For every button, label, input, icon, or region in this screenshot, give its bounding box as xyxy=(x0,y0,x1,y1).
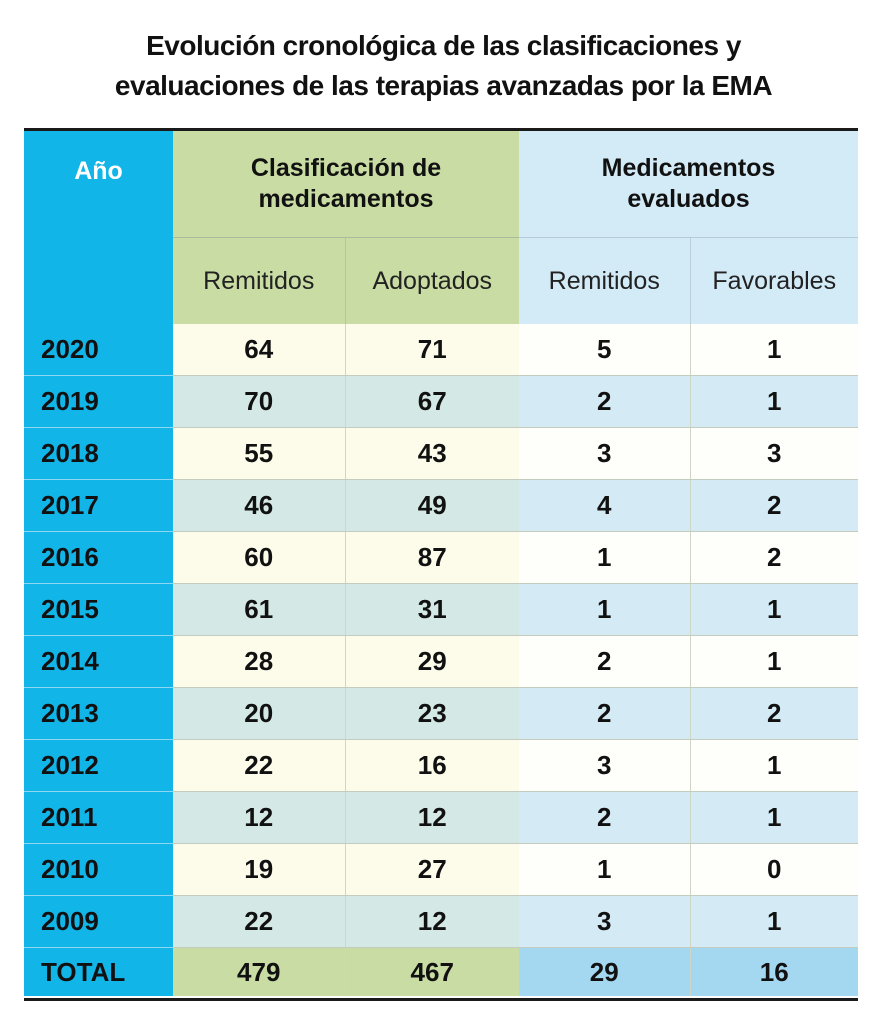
total-classification-remitidos: 479 xyxy=(173,947,345,996)
cell-classification-remitidos: 60 xyxy=(173,531,345,584)
cell-classification-adoptados: 29 xyxy=(344,635,519,688)
cell-evaluated-remitidos: 3 xyxy=(519,739,690,792)
table-row: 2014 28 29 2 1 xyxy=(24,635,858,688)
cell-classification-remitidos: 22 xyxy=(173,895,345,948)
header-evaluated: Medicamentos evaluados xyxy=(519,131,858,238)
cell-classification-remitidos: 20 xyxy=(173,687,345,740)
cell-evaluated-favorables: 1 xyxy=(689,791,858,844)
cell-classification-remitidos: 28 xyxy=(173,635,345,688)
cell-classification-adoptados: 12 xyxy=(344,895,519,948)
total-row: TOTAL 479 467 29 16 xyxy=(24,947,858,996)
table-row: 2020 64 71 5 1 xyxy=(24,324,858,376)
top-rule xyxy=(24,128,858,131)
cell-classification-adoptados: 87 xyxy=(344,531,519,584)
table-row: 2009 22 12 3 1 xyxy=(24,895,858,948)
cell-evaluated-remitidos: 1 xyxy=(519,583,690,636)
cell-classification-remitidos: 12 xyxy=(173,791,345,844)
total-classification-adoptados: 467 xyxy=(344,947,519,996)
total-label: TOTAL xyxy=(24,947,173,996)
cell-classification-adoptados: 12 xyxy=(344,791,519,844)
cell-classification-adoptados: 16 xyxy=(344,739,519,792)
year-cell: 2015 xyxy=(24,583,173,636)
cell-evaluated-favorables: 2 xyxy=(689,687,858,740)
cell-evaluated-remitidos: 2 xyxy=(519,791,690,844)
year-cell: 2020 xyxy=(24,324,173,376)
header-classification-label: Clasificación de medicamentos xyxy=(250,154,442,213)
cell-classification-adoptados: 27 xyxy=(344,843,519,896)
table-row: 2018 55 43 3 3 xyxy=(24,427,858,480)
cell-evaluated-remitidos: 2 xyxy=(519,635,690,688)
cell-classification-remitidos: 55 xyxy=(173,427,345,480)
table-row: 2010 19 27 1 0 xyxy=(24,843,858,896)
header-evaluated-label: Medicamentos evaluados xyxy=(601,154,776,213)
header-remitidos-classification: Remitidos xyxy=(173,237,345,324)
cell-evaluated-remitidos: 3 xyxy=(519,427,690,480)
table-row: 2016 60 87 1 2 xyxy=(24,531,858,584)
cell-evaluated-favorables: 1 xyxy=(689,635,858,688)
cell-evaluated-remitidos: 5 xyxy=(519,324,690,376)
cell-classification-remitidos: 22 xyxy=(173,739,345,792)
cell-evaluated-favorables: 3 xyxy=(689,427,858,480)
year-cell: 2019 xyxy=(24,375,173,428)
title-line-1: Evolución cronológica de las clasificaci… xyxy=(146,30,741,61)
cell-evaluated-favorables: 1 xyxy=(689,895,858,948)
chart-title: Evolución cronológica de las clasificaci… xyxy=(0,26,887,106)
cell-classification-adoptados: 23 xyxy=(344,687,519,740)
cell-evaluated-favorables: 1 xyxy=(689,375,858,428)
year-cell: 2014 xyxy=(24,635,173,688)
cell-evaluated-favorables: 2 xyxy=(689,479,858,532)
year-cell: 2011 xyxy=(24,791,173,844)
total-evaluated-favorables: 16 xyxy=(689,947,858,996)
cell-evaluated-remitidos: 4 xyxy=(519,479,690,532)
year-cell: 2013 xyxy=(24,687,173,740)
cell-classification-remitidos: 19 xyxy=(173,843,345,896)
year-cell: 2012 xyxy=(24,739,173,792)
header-remitidos-evaluated: Remitidos xyxy=(519,237,690,324)
cell-classification-remitidos: 61 xyxy=(173,583,345,636)
cell-evaluated-remitidos: 1 xyxy=(519,531,690,584)
cell-classification-adoptados: 71 xyxy=(344,324,519,376)
cell-evaluated-remitidos: 3 xyxy=(519,895,690,948)
table-body: 2020 64 71 5 1 2019 70 67 2 1 2018 55 43 3 3 2017 46 49 4 2… xyxy=(24,324,858,996)
cell-evaluated-remitidos: 1 xyxy=(519,843,690,896)
cell-evaluated-favorables: 2 xyxy=(689,531,858,584)
year-cell: 2009 xyxy=(24,895,173,948)
bottom-rule xyxy=(24,998,858,1001)
table-row: 2012 22 16 3 1 xyxy=(24,739,858,792)
year-cell: 2010 xyxy=(24,843,173,896)
cell-classification-remitidos: 64 xyxy=(173,324,345,376)
year-cell: 2017 xyxy=(24,479,173,532)
header-classification: Clasificación de medicamentos xyxy=(173,131,519,238)
cell-evaluated-favorables: 1 xyxy=(689,739,858,792)
table-row: 2013 20 23 2 2 xyxy=(24,687,858,740)
cell-evaluated-favorables: 1 xyxy=(689,324,858,376)
header-favorables: Favorables xyxy=(689,237,858,324)
cell-evaluated-favorables: 1 xyxy=(689,583,858,636)
table-row: 2015 61 31 1 1 xyxy=(24,583,858,636)
year-cell: 2016 xyxy=(24,531,173,584)
cell-classification-adoptados: 49 xyxy=(344,479,519,532)
cell-classification-adoptados: 67 xyxy=(344,375,519,428)
table-row: 2017 46 49 4 2 xyxy=(24,479,858,532)
cell-classification-remitidos: 46 xyxy=(173,479,345,532)
table-row: 2019 70 67 2 1 xyxy=(24,375,858,428)
cell-classification-remitidos: 70 xyxy=(173,375,345,428)
year-cell: 2018 xyxy=(24,427,173,480)
cell-classification-adoptados: 43 xyxy=(344,427,519,480)
cell-evaluated-remitidos: 2 xyxy=(519,375,690,428)
total-evaluated-remitidos: 29 xyxy=(519,947,690,996)
cell-classification-adoptados: 31 xyxy=(344,583,519,636)
table-row: 2011 12 12 2 1 xyxy=(24,791,858,844)
cell-evaluated-favorables: 0 xyxy=(689,843,858,896)
header-year: Año xyxy=(24,131,173,324)
header-adoptados: Adoptados xyxy=(344,237,519,324)
title-line-2: evaluaciones de las terapias avanzadas p… xyxy=(114,70,773,101)
cell-evaluated-remitidos: 2 xyxy=(519,687,690,740)
data-table: Año Clasificación de medicamentos Medica… xyxy=(24,131,858,996)
